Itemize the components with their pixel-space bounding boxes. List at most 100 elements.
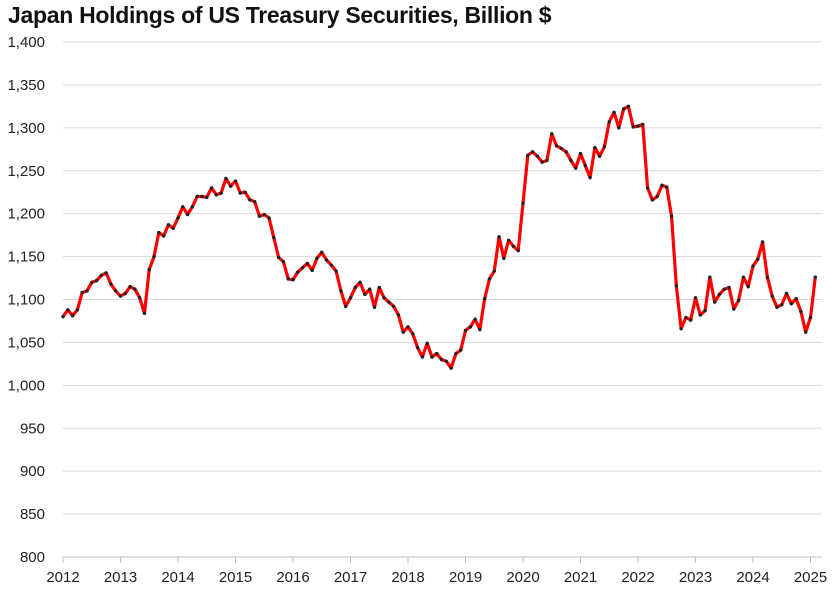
data-point [229, 184, 233, 188]
data-point [363, 292, 367, 297]
data-point [602, 145, 607, 149]
data-point [171, 226, 175, 230]
x-tick-label: 2014 [161, 569, 194, 586]
data-point [435, 351, 439, 356]
data-point [530, 150, 535, 154]
data-point [353, 285, 357, 290]
data-point [463, 328, 468, 333]
data-point [243, 190, 247, 194]
data-point [631, 125, 635, 129]
data-point [137, 296, 142, 300]
y-tick-label: 950 [20, 420, 45, 437]
data-point [315, 256, 319, 260]
y-tick-label: 900 [20, 463, 45, 480]
x-tick-label: 2022 [621, 569, 654, 586]
data-point [420, 355, 425, 359]
data-point [324, 258, 329, 262]
data-point [281, 260, 286, 264]
data-point [166, 223, 171, 227]
data-point [454, 351, 458, 356]
data-points [61, 104, 817, 370]
data-point [540, 160, 544, 164]
data-point [339, 289, 343, 293]
data-point [267, 216, 271, 220]
data-point [722, 287, 726, 291]
data-point [411, 332, 415, 336]
x-tick-label: 2020 [506, 569, 539, 586]
x-tick-label: 2015 [219, 569, 252, 586]
data-point [262, 212, 266, 217]
data-point [660, 183, 664, 188]
data-point [66, 308, 70, 312]
data-point [775, 305, 779, 309]
data-point [176, 216, 180, 220]
data-point [612, 110, 616, 115]
data-point [219, 191, 223, 195]
y-tick-label: 1,000 [7, 377, 45, 394]
x-tick-label: 2018 [391, 569, 424, 586]
data-point [181, 205, 185, 209]
y-axis-labels: 800 850 900 950 1,000 1,050 1,100 1,150 1,200 1,2… [7, 34, 45, 566]
data-point [741, 275, 746, 279]
data-point [85, 289, 89, 293]
data-point [736, 298, 741, 303]
data-point [205, 195, 209, 200]
data-point [329, 263, 334, 267]
data-point [621, 107, 626, 111]
data-point [70, 314, 75, 318]
data-point [478, 327, 482, 332]
data-point [396, 313, 401, 317]
data-point [109, 282, 113, 286]
y-tick-label: 1,200 [7, 206, 45, 223]
data-point [526, 153, 530, 157]
y-tick-label: 850 [20, 506, 45, 523]
data-point [75, 308, 80, 312]
y-tick-label: 1,250 [7, 163, 45, 180]
data-point [344, 304, 348, 309]
data-point [123, 291, 127, 296]
data-point [425, 341, 429, 345]
data-point [195, 194, 199, 199]
data-point [473, 317, 477, 321]
data-point [296, 270, 300, 274]
x-tick-label: 2025 [794, 569, 827, 586]
data-point [190, 205, 195, 209]
data-point [468, 325, 472, 329]
x-tick-label: 2021 [564, 569, 597, 586]
data-point [118, 294, 123, 298]
data-point [238, 191, 242, 195]
data-point [746, 284, 750, 289]
data-point [626, 104, 631, 109]
data-point [780, 302, 784, 307]
x-tick-label: 2013 [104, 569, 137, 586]
data-point [784, 291, 789, 296]
data-point [200, 194, 204, 199]
x-tick-label: 2012 [46, 569, 79, 586]
data-point [554, 144, 559, 148]
data-point [564, 150, 568, 154]
data-point [617, 126, 621, 130]
data-point [300, 266, 305, 270]
data-point [689, 318, 693, 322]
x-axis-ticks [62, 557, 811, 563]
x-tick-label: 2023 [679, 569, 712, 586]
data-point [645, 186, 650, 190]
data-point [334, 269, 338, 273]
data-point [521, 201, 525, 206]
data-point [703, 308, 707, 313]
data-point [104, 271, 108, 275]
data-point [248, 198, 252, 202]
data-point [272, 236, 276, 240]
data-point [502, 256, 506, 260]
data-point [506, 238, 511, 242]
data-point [157, 230, 161, 235]
data-point [679, 326, 683, 331]
data-point [406, 325, 410, 329]
data-point [286, 277, 290, 281]
data-point [61, 314, 65, 319]
data-point [760, 240, 765, 244]
data-point [276, 255, 281, 260]
data-point [693, 296, 698, 300]
x-tick-label: 2019 [449, 569, 482, 586]
